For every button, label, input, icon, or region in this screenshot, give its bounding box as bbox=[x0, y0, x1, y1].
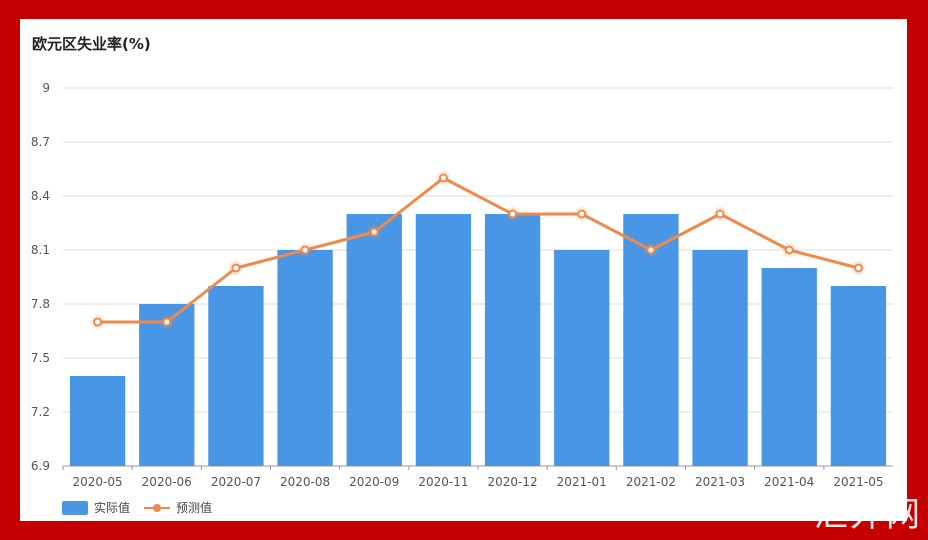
chart-svg: 6.9 7.2 7.5 7.8 8.1 8.4 8.7 9 2020-05 2020-06 2020… bbox=[31, 81, 893, 515]
legend-label-forecast: 预测值 bbox=[176, 500, 212, 515]
forecast-point bbox=[577, 209, 587, 219]
bar bbox=[346, 214, 402, 466]
bar bbox=[761, 268, 817, 466]
y-tick-label: 8.4 bbox=[31, 189, 50, 203]
y-tick-label: 8.1 bbox=[31, 243, 50, 257]
forecast-point bbox=[784, 245, 794, 255]
x-tick-label: 2020-08 bbox=[280, 475, 330, 489]
chart-title: 欧元区失业率(%) bbox=[32, 35, 151, 53]
bar bbox=[830, 286, 887, 466]
y-tick-label: 9 bbox=[42, 81, 50, 95]
forecast-point bbox=[646, 245, 656, 255]
y-tick-label: 7.5 bbox=[31, 351, 50, 365]
y-tick-label: 8.7 bbox=[31, 135, 50, 149]
x-tick-label: 2021-05 bbox=[833, 475, 883, 489]
forecast-line bbox=[97, 176, 859, 324]
x-tick-label: 2020-09 bbox=[349, 475, 399, 489]
legend-swatch-actual bbox=[62, 501, 88, 515]
bar bbox=[277, 250, 333, 466]
x-tick-label: 2020-11 bbox=[418, 475, 468, 489]
bar bbox=[69, 376, 126, 466]
watermark-logo: 汇外网 bbox=[814, 495, 922, 535]
y-tick-label: 7.8 bbox=[31, 297, 50, 311]
bar bbox=[415, 214, 472, 466]
bar bbox=[554, 250, 610, 466]
forecast-point bbox=[369, 227, 379, 237]
y-tick-label: 6.9 bbox=[31, 459, 50, 473]
forecast-point bbox=[438, 173, 448, 183]
x-tick-label: 2020-05 bbox=[73, 475, 123, 489]
forecast-point bbox=[162, 317, 172, 327]
y-tick-label: 7.2 bbox=[31, 405, 50, 419]
chart-panel: 欧元区失业率(%) 6.9 7.2 7.5 7.8 8.1 8.4 8.7 9 2020-05 2… bbox=[20, 19, 907, 521]
bar bbox=[484, 214, 541, 466]
bar bbox=[139, 304, 195, 466]
x-tick-label: 2021-03 bbox=[695, 475, 745, 489]
legend-swatch-forecast-dot bbox=[153, 504, 161, 512]
legend-label-actual: 实际值 bbox=[94, 500, 130, 515]
forecast-point bbox=[715, 209, 725, 219]
x-tick-label: 2021-02 bbox=[626, 475, 676, 489]
x-tick-label: 2020-07 bbox=[211, 475, 261, 489]
forecast-point bbox=[853, 263, 863, 273]
forecast-point bbox=[93, 317, 103, 327]
x-tick-label: 2020-06 bbox=[142, 475, 192, 489]
x-tick-label: 2021-01 bbox=[557, 475, 607, 489]
forecast-point bbox=[508, 209, 518, 219]
x-tick-label: 2021-04 bbox=[764, 475, 814, 489]
forecast-point bbox=[231, 263, 241, 273]
x-tick-label: 2020-12 bbox=[488, 475, 538, 489]
bar bbox=[623, 214, 679, 466]
bar bbox=[692, 250, 748, 466]
forecast-point bbox=[300, 245, 310, 255]
bar bbox=[208, 286, 264, 466]
